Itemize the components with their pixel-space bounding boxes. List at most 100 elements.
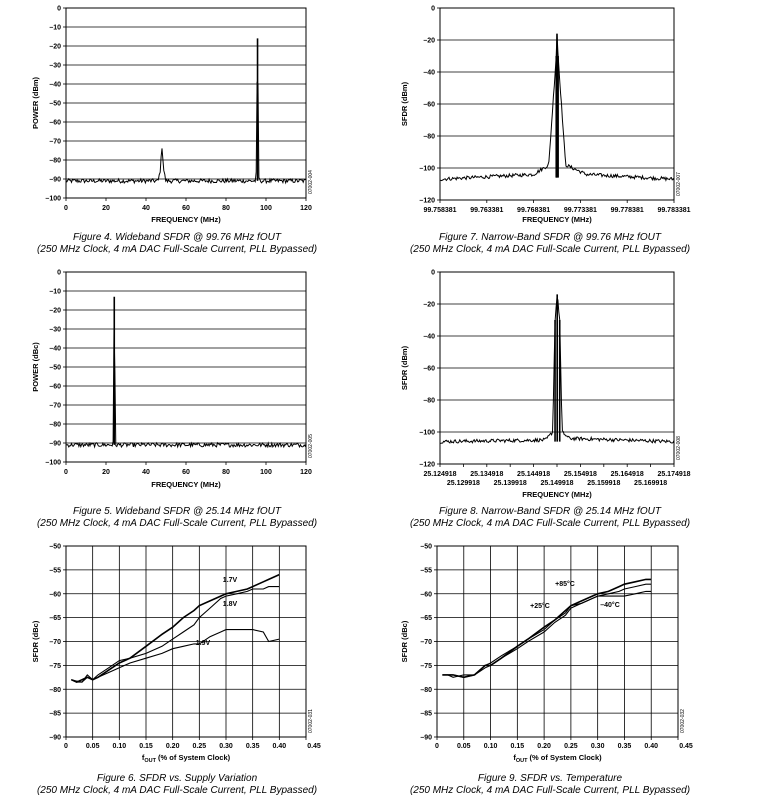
x-tick-label: 0.25: [193, 743, 207, 750]
series-label: +85°C: [555, 580, 575, 588]
y-tick-label: –75: [49, 663, 61, 670]
y-tick-label: –80: [420, 687, 432, 694]
x-tick-label: 25.144918: [517, 471, 550, 478]
y-tick-label: –40: [423, 334, 435, 341]
x-tick-label: 25.149918: [540, 480, 573, 487]
y-tick-label: –80: [49, 158, 61, 165]
y-tick-label: –60: [420, 591, 432, 598]
y-tick-label: –60: [49, 384, 61, 391]
x-axis-title: fOUT (% of System Clock): [142, 753, 231, 764]
y-tick-label: –65: [49, 615, 61, 622]
series-label: –40°C: [600, 601, 620, 609]
caption-figure-5: Figure 5. Wideband SFDR @ 25.14 MHz fOUT…: [12, 506, 342, 530]
caption-figure-6-line2: (250 MHz Clock, 4 mA DAC Full-Scale Curr…: [36, 785, 318, 796]
caption-figure-7-line2: (250 MHz Clock, 4 mA DAC Full-Scale Curr…: [409, 244, 691, 255]
y-tick-label: 0: [57, 270, 61, 277]
y-tick-label: –90: [49, 735, 61, 742]
x-tick-label: 0.20: [537, 743, 551, 750]
x-axis-title: FREQUENCY (MHz): [151, 215, 221, 224]
series-line-2: [442, 583, 652, 678]
x-axis-title: FREQUENCY (MHz): [522, 215, 592, 224]
y-tick-label: –80: [423, 134, 435, 141]
x-tick-label: 0.15: [511, 743, 525, 750]
x-tick-label: 0.35: [246, 743, 260, 750]
y-tick-label: –70: [420, 639, 432, 646]
y-axis-title: SFDR (dBm): [400, 345, 409, 390]
caption-figure-7-line1: Figure 7. Narrow-Band SFDR @ 99.76 MHz f…: [439, 232, 661, 243]
x-tick-label: 25.134918: [470, 471, 503, 478]
y-axis-title: SFDR (dBc): [400, 620, 409, 662]
caption-figure-9-line2: (250 MHz Clock, 4 mA DAC Full-Scale Curr…: [409, 785, 691, 796]
x-tick-label: 25.159918: [587, 480, 620, 487]
y-tick-label: –120: [419, 462, 435, 469]
x-tick-label: 0.05: [86, 743, 100, 750]
x-tick-label: 0.30: [591, 743, 605, 750]
y-tick-label: –30: [49, 63, 61, 70]
series-line-3: [442, 590, 652, 678]
y-tick-label: –75: [420, 663, 432, 670]
caption-figure-8: Figure 8. Narrow-Band SFDR @ 25.14 MHz f…: [385, 506, 715, 530]
x-tick-label: 25.164918: [611, 471, 644, 478]
y-tick-label: –65: [420, 615, 432, 622]
caption-figure-4-line2: (250 MHz Clock, 4 mA DAC Full-Scale Curr…: [36, 244, 318, 255]
y-tick-label: –10: [49, 289, 61, 296]
y-tick-label: –50: [420, 544, 432, 551]
y-tick-label: –10: [49, 25, 61, 32]
x-tick-label: 0: [64, 205, 68, 212]
x-tick-label: 99.763381: [470, 207, 503, 214]
y-tick-label: –50: [49, 544, 61, 551]
y-tick-label: 0: [57, 6, 61, 13]
y-tick-label: –100: [45, 460, 61, 467]
y-tick-label: –55: [49, 567, 61, 574]
x-tick-label: 100: [260, 469, 272, 476]
x-tick-label: 60: [182, 469, 190, 476]
y-axis-title: SFDR (dBm): [400, 81, 409, 126]
caption-figure-4-line1: Figure 4. Wideband SFDR @ 99.76 MHz fOUT: [73, 232, 281, 243]
caption-figure-4: Figure 4. Wideband SFDR @ 99.76 MHz fOUT…: [12, 232, 342, 256]
y-tick-label: –20: [423, 38, 435, 45]
figure-code: 07002-031: [308, 709, 314, 733]
y-tick-label: –60: [49, 120, 61, 127]
chart-panel-5: –50 –55 –60 –65 –70 –75 –80 –85 –900 0.05 0.10 0.15…: [31, 544, 321, 765]
x-tick-label: 80: [222, 205, 230, 212]
figure-code: 07002-032: [680, 709, 686, 733]
y-axis-title: POWER (dBm): [31, 76, 40, 129]
caption-figure-6-line1: Figure 6. SFDR vs. Supply Variation: [96, 773, 258, 784]
x-axis-title: FREQUENCY (MHz): [151, 480, 221, 489]
y-tick-label: –20: [49, 44, 61, 51]
x-tick-label: 60: [182, 205, 190, 212]
x-tick-label: 0: [435, 743, 439, 750]
y-tick-label: 0: [431, 270, 435, 277]
x-tick-label: 0.10: [484, 743, 498, 750]
x-tick-label: 0.25: [564, 743, 578, 750]
spectrum-trace: [439, 34, 675, 182]
x-tick-label: 0: [64, 743, 68, 750]
spectrum-trace: [439, 297, 675, 444]
x-tick-label: 0.05: [457, 743, 471, 750]
x-tick-label: 99.778381: [611, 207, 644, 214]
figure-code: 07002-008: [676, 436, 682, 460]
x-tick-label: 20: [102, 205, 110, 212]
y-tick-label: –70: [49, 639, 61, 646]
y-tick-label: –40: [423, 70, 435, 77]
y-tick-label: –60: [423, 102, 435, 109]
y-tick-label: –80: [423, 398, 435, 405]
chart-panel-4: 0 –20 –40 –60 –80 –100 –120 25.124918 25.129918 2…: [400, 270, 691, 500]
y-tick-label: –60: [423, 366, 435, 373]
y-tick-label: –85: [420, 711, 432, 718]
y-tick-label: –100: [419, 166, 435, 173]
y-tick-label: –85: [49, 711, 61, 718]
x-tick-label: 40: [142, 205, 150, 212]
chart-panel-2: 0 –20 –40 –60 –80 –100 –120 99.758381 99.763381 9…: [400, 6, 691, 225]
x-tick-label: 25.124918: [423, 471, 456, 478]
x-tick-label: 0.45: [679, 743, 693, 750]
y-tick-label: –50: [49, 365, 61, 372]
y-tick-label: 0: [431, 6, 435, 13]
x-tick-label: 0.30: [219, 743, 233, 750]
y-tick-label: –20: [49, 308, 61, 315]
y-tick-label: –90: [49, 177, 61, 184]
y-tick-label: –100: [45, 196, 61, 203]
x-tick-label: 0: [64, 469, 68, 476]
